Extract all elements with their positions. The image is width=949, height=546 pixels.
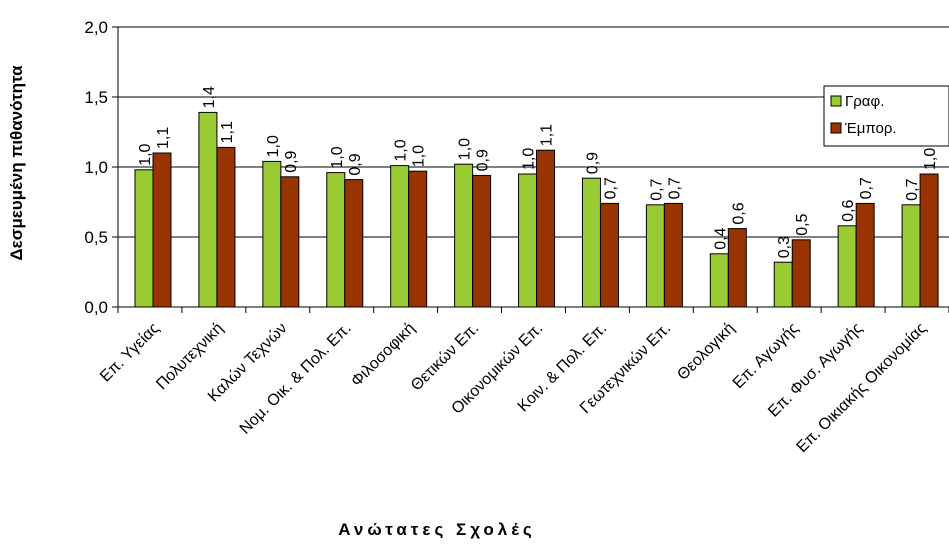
bar-empor (791, 239, 811, 308)
x-category-label: Φιλοσοφική (348, 320, 418, 390)
bar-empor (727, 228, 747, 308)
legend-label-0: Γραφ. (845, 93, 884, 110)
data-label: 1,0 (265, 135, 282, 157)
data-label: 0,5 (794, 213, 811, 235)
x-category-label: Επ. Οικιακής Οικονομίας (794, 320, 931, 457)
data-label: 1,1 (539, 124, 556, 146)
bar-empor (536, 149, 556, 308)
bar-graf (198, 111, 218, 308)
data-label: 0,4 (712, 227, 729, 249)
bar-empor (408, 170, 428, 308)
data-label: 0,9 (347, 153, 364, 175)
data-label: 0,3 (776, 236, 793, 258)
bars (134, 111, 939, 308)
x-category-label: Θεολογική (674, 320, 738, 384)
data-label: 1,0 (457, 138, 474, 160)
data-label: 0,6 (730, 202, 747, 224)
bar-graf (390, 165, 410, 308)
bar-graf (901, 204, 921, 308)
bar-graf (645, 204, 665, 308)
x-axis-title: Ανώτατες Σχολές (338, 520, 536, 539)
bar-graf (326, 172, 346, 308)
y-tick-label: 1,5 (84, 88, 108, 107)
bar-empor (663, 202, 683, 308)
legend-swatch-1 (830, 122, 842, 134)
data-label: 1,0 (521, 148, 538, 170)
data-label: 0,7 (602, 177, 619, 199)
y-tick-label: 1,0 (84, 158, 108, 177)
data-label: 0,9 (584, 152, 601, 174)
data-label: 1,1 (219, 121, 236, 143)
data-labels: 1,01,11,41,11,00,9 1,0 0,91,0 1,0 1,00,9 1,01… (137, 86, 939, 258)
data-label: 1,0 (137, 143, 154, 165)
data-label: 1,0 (411, 145, 428, 167)
y-ticks: 0,0 0,5 1,0 1,5 2,0 (84, 18, 118, 317)
bar-empor (280, 176, 300, 308)
legend-swatch-0 (830, 95, 842, 107)
bar-graf (837, 225, 857, 308)
bar-empor (599, 202, 619, 308)
bar-empor (344, 179, 364, 308)
bar-graf (773, 261, 793, 308)
data-label: 0,9 (283, 150, 300, 172)
data-label: 0,7 (648, 178, 665, 200)
data-label: 0,9 (475, 149, 492, 171)
data-label: 1,1 (155, 127, 172, 149)
data-label: 0,6 (840, 199, 857, 221)
bar-empor (855, 202, 875, 308)
bar-graf (134, 169, 154, 308)
data-label: 1,0 (922, 148, 939, 170)
bar-graf (581, 177, 601, 308)
bar-empor (919, 173, 939, 308)
bar-graf (518, 173, 538, 308)
y-tick-label: 0,5 (84, 228, 108, 247)
bar-empor (152, 152, 172, 308)
x-category-label: Νομ. Οικ. & Πολ. Επ. (237, 320, 355, 438)
data-label: 0,7 (666, 177, 683, 199)
legend-label-1: Έμπορ. (844, 120, 897, 137)
data-label: 1,4 (201, 86, 218, 108)
y-axis-title: Δεσμευμένη πιθανότητα (7, 65, 26, 261)
bar-graf (454, 163, 474, 308)
x-category-label: Επ. Υγείας (97, 320, 163, 386)
bar-graf (262, 160, 282, 308)
y-tick-label: 0,0 (84, 298, 108, 317)
bar-graf (709, 253, 729, 308)
data-label: 1,0 (329, 146, 346, 168)
legend: Γραφ. Έμπορ. (823, 85, 949, 147)
bar-empor (216, 146, 236, 308)
data-label: 1,0 (393, 139, 410, 161)
data-label: 0,7 (904, 178, 921, 200)
y-tick-label: 2,0 (84, 18, 108, 37)
data-label: 0,7 (858, 177, 875, 199)
legend-box (823, 85, 949, 147)
bar-empor (472, 174, 492, 308)
